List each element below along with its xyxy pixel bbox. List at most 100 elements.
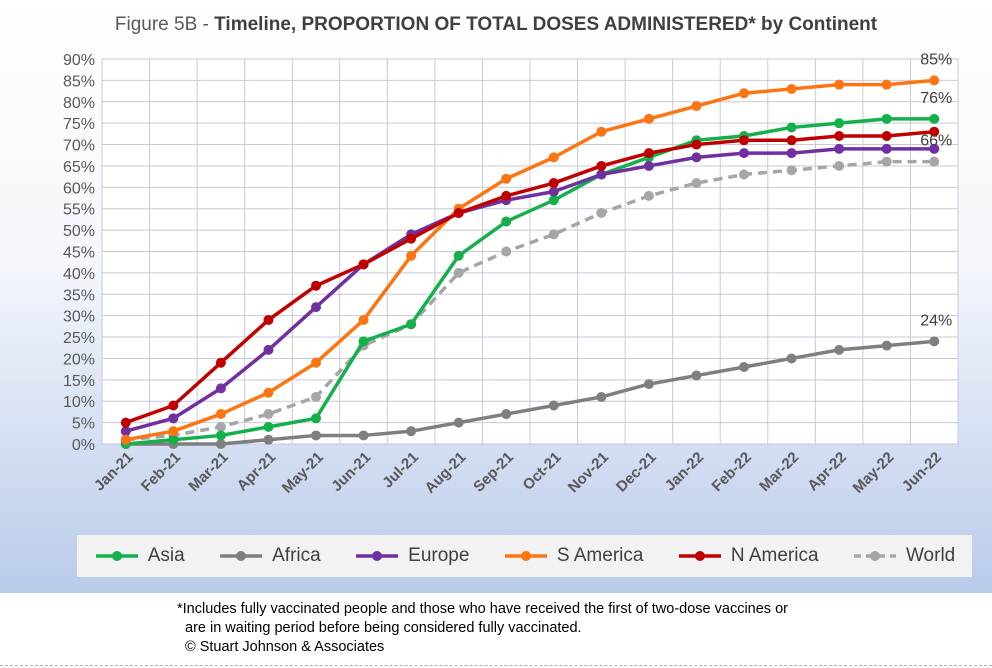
data-point-s_america bbox=[168, 426, 179, 437]
x-tick-label: May-22 bbox=[850, 449, 898, 497]
x-tick-label: Dec-21 bbox=[613, 449, 660, 496]
legend-label-africa: Africa bbox=[272, 545, 321, 566]
data-point-africa bbox=[786, 353, 797, 364]
data-point-s_america bbox=[215, 409, 226, 420]
line-chart: 0% 5% 10% 15% 20% 25% 30% 35% 40% 45% 50% 55% 60% 65%… bbox=[63, 51, 959, 497]
data-point-world bbox=[881, 156, 892, 167]
data-point-n_america bbox=[834, 131, 845, 141]
data-point-europe bbox=[643, 160, 654, 171]
data-point-s_america bbox=[691, 101, 702, 112]
data-point-n_america bbox=[311, 280, 321, 291]
legend-swatch-s_america bbox=[504, 551, 547, 561]
data-point-europe bbox=[596, 169, 607, 180]
data-point-asia bbox=[215, 430, 226, 441]
bottom-divider bbox=[0, 665, 992, 668]
data-point-asia bbox=[406, 319, 417, 330]
y-tick-label: 25% bbox=[63, 330, 95, 347]
series-line-n_america bbox=[125, 129, 935, 425]
data-point-s_america bbox=[358, 314, 369, 325]
data-point-s_america bbox=[929, 75, 940, 86]
x-tick-label: Oct-21 bbox=[520, 449, 565, 494]
x-tick-label: Jul-21 bbox=[379, 449, 422, 492]
legend-marker-world bbox=[869, 551, 880, 561]
chart-legend: Asia Africa Europe S America N America World bbox=[77, 535, 972, 577]
data-point-world bbox=[739, 169, 749, 180]
data-point-world bbox=[786, 165, 797, 176]
data-point-s_america bbox=[596, 126, 607, 137]
footnote-line-2: are in waiting period before being consi… bbox=[185, 620, 582, 636]
data-point-world bbox=[263, 409, 274, 420]
legend-label-n_america: N America bbox=[730, 545, 819, 566]
data-point-s_america bbox=[739, 88, 749, 99]
y-tick-label: 40% bbox=[63, 266, 95, 283]
y-tick-label: 30% bbox=[63, 309, 95, 326]
footnote: *Includes fully vaccinated people and th… bbox=[177, 600, 937, 657]
data-point-s_america bbox=[643, 113, 654, 124]
y-tick-label: 10% bbox=[63, 394, 95, 411]
data-point-world bbox=[691, 178, 702, 189]
legend-swatch-n_america bbox=[678, 551, 721, 561]
data-point-asia bbox=[834, 118, 845, 129]
data-point-n_america bbox=[358, 259, 369, 270]
data-point-africa bbox=[691, 370, 702, 381]
y-tick-label: 70% bbox=[63, 138, 95, 155]
series-line-africa bbox=[125, 339, 935, 446]
data-point-africa bbox=[406, 426, 417, 437]
data-point-africa bbox=[263, 434, 274, 445]
x-tick-label: Aug-21 bbox=[422, 449, 470, 497]
data-point-n_america bbox=[120, 417, 131, 428]
x-tick-label: Nov-21 bbox=[565, 449, 612, 496]
data-point-asia bbox=[881, 113, 892, 124]
data-point-n_america bbox=[168, 400, 179, 411]
data-point-europe bbox=[263, 344, 274, 355]
y-tick-label: 75% bbox=[63, 116, 95, 133]
legend-item-europe: Europe bbox=[354, 545, 469, 567]
title-main: Timeline, PROPORTION OF TOTAL DOSES ADMI… bbox=[214, 14, 878, 35]
y-tick-label: 80% bbox=[63, 95, 95, 112]
x-tick-label: Feb-21 bbox=[138, 449, 184, 495]
x-tick-label: Apr-22 bbox=[804, 449, 850, 495]
x-tick-label: Jun-21 bbox=[328, 449, 374, 495]
y-tick-label: 55% bbox=[63, 202, 95, 219]
data-point-europe bbox=[739, 148, 749, 159]
data-point-world bbox=[501, 246, 512, 257]
x-tick-label: Feb-22 bbox=[709, 449, 755, 495]
data-point-africa bbox=[739, 362, 749, 372]
data-point-world bbox=[453, 267, 464, 278]
data-point-europe bbox=[311, 302, 321, 313]
data-point-n_america bbox=[691, 139, 702, 150]
data-point-asia bbox=[263, 421, 274, 432]
y-tick-label: 60% bbox=[63, 180, 95, 197]
legend-swatch-africa bbox=[220, 551, 263, 561]
title-prefix: Figure 5B - bbox=[114, 14, 215, 35]
data-point-asia bbox=[929, 113, 940, 124]
data-point-n_america bbox=[596, 160, 607, 171]
data-point-world bbox=[929, 156, 940, 167]
legend-item-s_america: S America bbox=[503, 545, 643, 567]
data-point-africa bbox=[311, 430, 321, 441]
data-point-europe bbox=[881, 143, 892, 154]
data-point-africa bbox=[358, 430, 369, 441]
data-point-europe bbox=[215, 383, 226, 394]
data-point-europe bbox=[168, 413, 179, 424]
data-point-n_america bbox=[643, 148, 654, 159]
data-point-n_america bbox=[453, 208, 464, 218]
series-line-europe bbox=[125, 147, 935, 433]
x-tick-label: Jan-21 bbox=[91, 449, 137, 495]
data-point-n_america bbox=[786, 135, 797, 146]
chart-title: Figure 5B - Timeline, PROPORTION OF TOTA… bbox=[0, 14, 992, 36]
data-point-n_america bbox=[739, 135, 749, 146]
data-point-europe bbox=[120, 426, 131, 437]
data-point-s_america bbox=[548, 152, 559, 163]
x-tick-label: Apr-21 bbox=[234, 449, 280, 495]
series-line-asia bbox=[125, 117, 935, 446]
data-point-africa bbox=[548, 400, 559, 411]
data-point-africa bbox=[215, 439, 226, 449]
data-point-world bbox=[643, 190, 654, 201]
annotation-label: 85% bbox=[920, 51, 952, 68]
data-point-world bbox=[834, 160, 845, 171]
data-point-asia bbox=[548, 195, 559, 206]
y-tick-label: 20% bbox=[63, 351, 95, 368]
y-tick-label: 45% bbox=[63, 245, 95, 262]
legend-marker-africa bbox=[236, 551, 247, 561]
